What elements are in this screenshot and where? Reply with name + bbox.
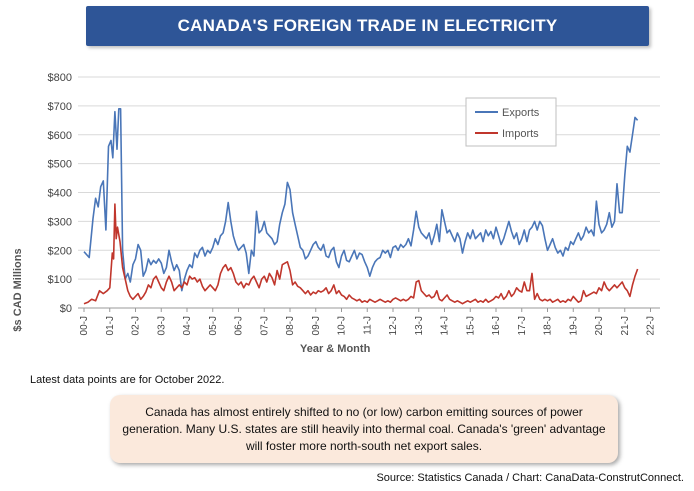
x-tick-label: 11-J — [362, 316, 373, 335]
x-tick-label: 01-J — [105, 316, 116, 335]
x-tick-label: 06-J — [234, 316, 245, 335]
y-tick-label: $800 — [48, 72, 72, 84]
x-axis-label: Year & Month — [300, 343, 371, 355]
y-tick-label: $500 — [48, 159, 72, 171]
y-tick-label: $700 — [48, 101, 72, 113]
y-tick-label: $400 — [48, 188, 72, 200]
x-tick-label: 17-J — [517, 316, 528, 335]
y-axis-label: $s CAD Millions — [12, 248, 24, 332]
source-note: Source: Statistics Canada / Chart: CanaD… — [376, 472, 684, 484]
x-tick-label: 05-J — [208, 316, 219, 335]
y-tick-label: $100 — [48, 274, 72, 286]
chart-title: CANADA'S FOREIGN TRADE IN ELECTRICITY — [86, 6, 649, 46]
x-tick-label: 10-J — [337, 316, 348, 335]
y-tick-label: $600 — [48, 130, 72, 142]
legend-label: Imports — [502, 128, 539, 140]
x-tick-label: 19-J — [568, 316, 579, 335]
series-line-exports — [83, 108, 639, 292]
y-tick-label: $0 — [60, 303, 72, 315]
x-tick-label: 04-J — [182, 316, 193, 335]
x-tick-label: 18-J — [543, 316, 554, 335]
y-tick-label: $200 — [48, 245, 72, 257]
x-tick-label: 12-J — [388, 316, 399, 335]
x-tick-label: 00-J — [79, 316, 90, 335]
x-tick-label: 09-J — [311, 316, 322, 335]
x-tick-label: 16-J — [491, 316, 502, 335]
x-tick-label: 07-J — [259, 316, 270, 335]
y-tick-label: $300 — [48, 216, 72, 228]
x-tick-label: 13-J — [414, 316, 425, 335]
x-tick-label: 02-J — [131, 316, 142, 335]
x-tick-label: 03-J — [156, 316, 167, 335]
legend-label: Exports — [502, 107, 540, 119]
callout-box: Canada has almost entirely shifted to no… — [110, 395, 618, 463]
x-tick-label: 15-J — [465, 316, 476, 335]
x-tick-label: 14-J — [440, 316, 451, 335]
latest-data-note: Latest data points are for October 2022. — [30, 374, 225, 386]
x-tick-label: 08-J — [285, 316, 296, 335]
x-tick-label: 22-J — [646, 316, 657, 335]
x-tick-label: 21-J — [620, 316, 631, 335]
legend-box — [465, 97, 557, 147]
series-line-imports — [83, 203, 639, 305]
x-tick-label: 20-J — [594, 316, 605, 335]
